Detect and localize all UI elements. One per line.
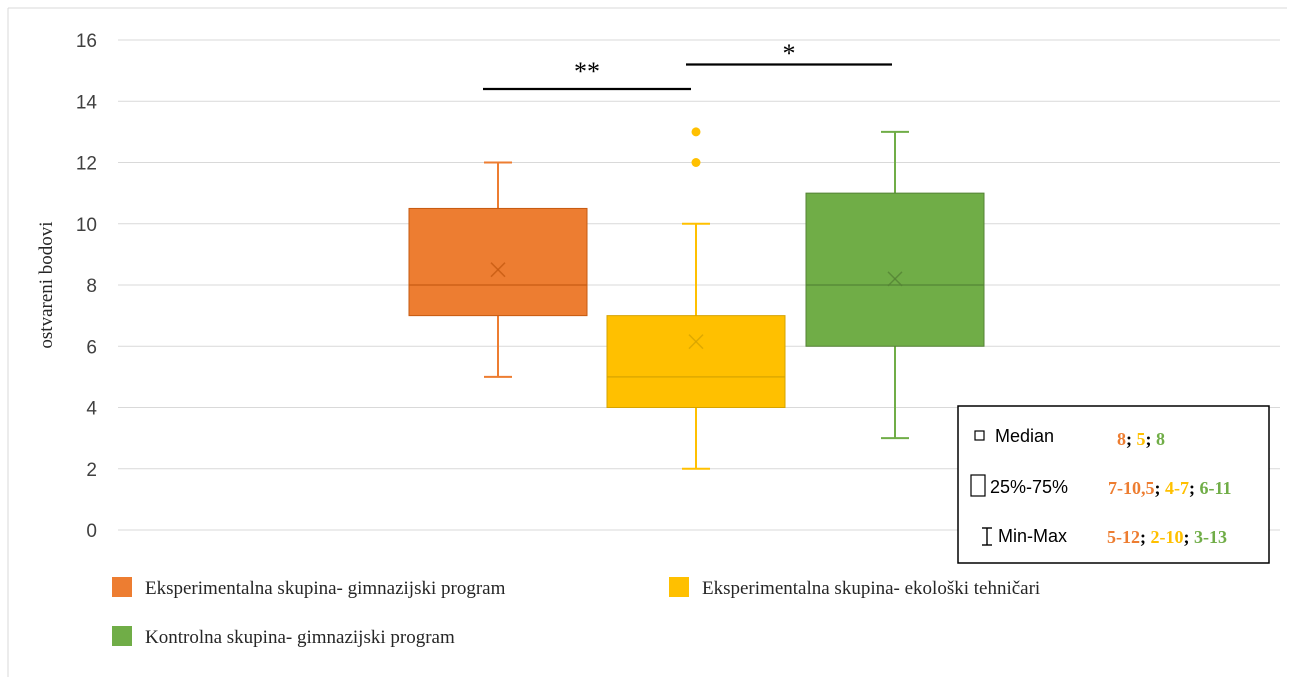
- summary-sep: ;: [1140, 527, 1151, 547]
- median-marker-icon: [974, 430, 985, 441]
- summary-sep: ;: [1146, 429, 1157, 449]
- y-tick-label-6: 6: [86, 337, 97, 358]
- y-tick-label-4: 4: [86, 399, 97, 420]
- summary-median-0: 8: [1117, 429, 1126, 449]
- summary-sep: ;: [1189, 478, 1200, 498]
- y-axis-ticks: 0 2 4 6 8 10 12 14 16: [76, 31, 98, 542]
- legend-swatch-1: [669, 577, 689, 597]
- y-tick-label-2: 2: [86, 460, 97, 481]
- summary-iqr-0: 7-10,5: [1108, 478, 1155, 498]
- summary-values-median: 8; 5; 8: [1117, 429, 1165, 449]
- summary-label-range: Min-Max: [998, 526, 1067, 546]
- legend-label-2: Kontrolna skupina- gimnazijski program: [145, 627, 455, 648]
- summary-sep: ;: [1155, 478, 1166, 498]
- summary-range-2: 3-13: [1194, 527, 1227, 547]
- significance-bars: ***: [483, 39, 892, 91]
- summary-iqr-1: 4-7: [1165, 478, 1189, 498]
- summary-values-range: 5-12; 2-10; 3-13: [1107, 527, 1227, 547]
- summary-box-frame: [957, 405, 1270, 564]
- summary-range-1: 2-10: [1151, 527, 1184, 547]
- box-iqr-2: [805, 192, 985, 347]
- summary-box: Median 8; 5; 8 25%-75% 7-10,5; 4-7; 6-11…: [957, 405, 1270, 564]
- box-group-2: [805, 130, 985, 440]
- box-group-1: [606, 127, 786, 470]
- legend-swatch-0: [112, 577, 132, 597]
- summary-values-iqr: 7-10,5; 4-7; 6-11: [1108, 478, 1232, 498]
- y-axis-label: ostvareni bodovi: [36, 221, 57, 348]
- legend-swatch-2: [112, 626, 132, 646]
- box-iqr-0: [408, 207, 588, 317]
- y-tick-label-8: 8: [86, 276, 97, 297]
- summary-iqr-2: 6-11: [1200, 478, 1232, 498]
- summary-range-0: 5-12: [1107, 527, 1140, 547]
- y-tick-label-14: 14: [76, 92, 98, 113]
- gridlines: [118, 39, 1280, 531]
- box-iqr-1: [606, 315, 786, 408]
- y-tick-label-12: 12: [76, 154, 97, 175]
- y-tick-label-10: 10: [76, 215, 97, 236]
- box-marker-icon: [970, 474, 986, 497]
- summary-sep: ;: [1126, 429, 1137, 449]
- significance-label-0: **: [574, 57, 600, 86]
- summary-median-1: 5: [1137, 429, 1146, 449]
- outlier-point-1-1: [691, 127, 701, 137]
- whisker-marker-icon: [982, 527, 992, 546]
- legend: Eksperimentalna skupina- gimnazijski pro…: [112, 577, 1040, 648]
- significance-label-1: *: [783, 39, 796, 68]
- summary-sep: ;: [1184, 527, 1195, 547]
- y-tick-label-0: 0: [86, 521, 97, 542]
- y-tick-label-16: 16: [76, 31, 97, 52]
- legend-label-0: Eksperimentalna skupina- gimnazijski pro…: [145, 578, 506, 599]
- summary-label-median: Median: [995, 426, 1054, 446]
- box-group-0: [408, 161, 588, 378]
- legend-label-1: Eksperimentalna skupina- ekološki tehnič…: [702, 578, 1040, 599]
- outlier-point-1-0: [691, 158, 701, 167]
- mean-marker-b-1: [688, 334, 704, 350]
- summary-label-iqr: 25%-75%: [990, 477, 1068, 497]
- mean-marker-b-2: [887, 271, 903, 287]
- summary-median-2: 8: [1156, 429, 1165, 449]
- boxes: [408, 127, 985, 470]
- mean-marker-b-0: [490, 262, 506, 278]
